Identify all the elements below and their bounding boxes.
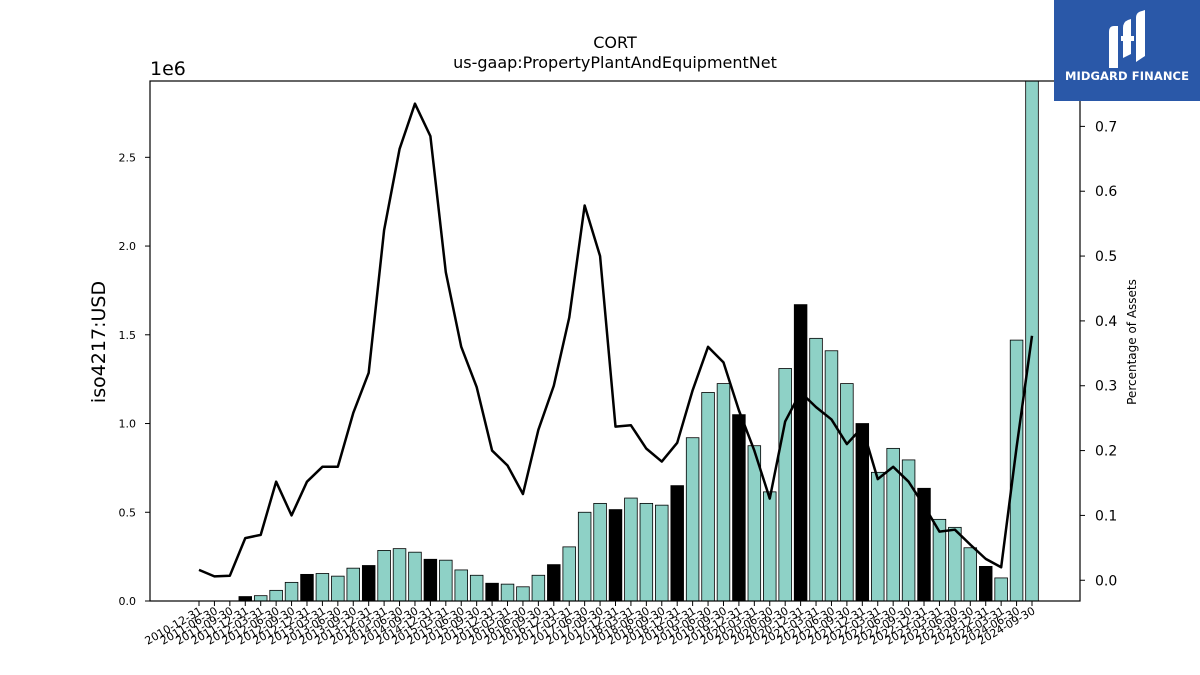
bar-2024-06-30 xyxy=(1009,339,1024,602)
bar-series xyxy=(238,80,1039,602)
bar-2011-12-31 xyxy=(238,596,252,602)
bar-2021-12-31 xyxy=(855,423,870,602)
midgard-logo-icon xyxy=(1109,10,1145,68)
logo-text: MIDGARD FINANCE xyxy=(1064,69,1190,83)
bar-2020-09-30 xyxy=(778,368,792,602)
bar-2023-09-30 xyxy=(963,547,978,602)
bar-2019-09-30 xyxy=(716,383,731,602)
bar-2014-12-31 xyxy=(423,558,438,602)
y-axis-right: 0.0 0.1 0.2 0.3 0.4 0.5 0.6 0.7 xyxy=(1080,119,1117,589)
y-tick-label: 0.5 xyxy=(119,506,137,519)
bar-2016-12-31 xyxy=(547,564,561,602)
bar-2019-06-30 xyxy=(701,392,715,602)
y-offset-label: 1e6 xyxy=(150,58,186,80)
bar-2012-09-30 xyxy=(284,581,299,602)
bar-2018-03-31 xyxy=(624,497,638,602)
bar-2021-03-31 xyxy=(809,337,823,602)
bar-2021-09-30 xyxy=(840,383,854,602)
y2-tick-label: 0.2 xyxy=(1095,444,1117,460)
bar-2014-06-30 xyxy=(392,548,407,602)
bar-2014-09-30 xyxy=(408,551,422,602)
bar-2020-03-31 xyxy=(747,445,762,602)
y2-tick-label: 0.1 xyxy=(1095,508,1117,524)
bar-2014-03-31 xyxy=(377,550,391,602)
y-tick-label: 0.0 xyxy=(119,595,137,608)
bar-2015-12-31 xyxy=(485,582,499,602)
bar-2018-09-30 xyxy=(655,504,669,602)
logo: MIDGARD FINANCE xyxy=(1054,0,1200,101)
bar-2015-06-30 xyxy=(454,569,468,602)
y2-tick-label: 0.3 xyxy=(1095,379,1117,395)
bar-2023-12-31 xyxy=(979,565,993,602)
bar-2016-09-30 xyxy=(531,574,546,602)
bar-2016-06-30 xyxy=(516,586,530,602)
bar-2013-03-31 xyxy=(315,573,330,602)
bar-2020-12-31 xyxy=(793,304,808,602)
bar-2024-03-31 xyxy=(994,577,1008,602)
bar-2022-03-31 xyxy=(871,471,885,602)
bar-2012-03-31 xyxy=(253,595,268,602)
y-tick-label: 2.5 xyxy=(119,151,137,164)
bar-2015-03-31 xyxy=(439,559,453,602)
bar-2021-06-30 xyxy=(824,350,839,602)
y-tick-label: 2.0 xyxy=(119,240,137,253)
bar-2013-09-30 xyxy=(346,567,360,602)
bar-2017-09-30 xyxy=(593,502,607,602)
bar-2020-06-30 xyxy=(763,491,777,602)
bar-2016-03-31 xyxy=(500,583,515,602)
y2-tick-label: 0.0 xyxy=(1095,573,1117,589)
y2-axis-label: Percentage of Assets xyxy=(1125,279,1139,405)
y-tick-label: 1.0 xyxy=(119,418,137,431)
y2-tick-label: 0.7 xyxy=(1095,119,1117,135)
y-tick-label: 1.5 xyxy=(119,329,137,342)
chart-title: CORT xyxy=(593,33,637,52)
y2-tick-label: 0.4 xyxy=(1095,314,1117,330)
x-axis: 2010-12-312011-06-302011-09-302011-12-31… xyxy=(143,601,1038,648)
bar-2018-06-30 xyxy=(639,502,654,602)
y2-tick-label: 0.6 xyxy=(1095,184,1117,200)
percentage-line xyxy=(198,102,1034,578)
bar-2019-03-31 xyxy=(685,437,700,602)
bar-2018-12-31 xyxy=(670,485,684,602)
bar-2017-12-31 xyxy=(608,509,623,602)
bar-2013-12-31 xyxy=(361,565,376,602)
bar-2012-12-31 xyxy=(300,573,314,602)
bar-2013-06-30 xyxy=(331,575,345,602)
bar-2012-06-30 xyxy=(269,589,283,602)
bar-2017-06-30 xyxy=(577,511,592,602)
chart-subtitle: us-gaap:PropertyPlantAndEquipmentNet xyxy=(453,53,777,72)
y-axis-left: 0.0 0.5 1.0 1.5 2.0 2.5 xyxy=(119,151,150,608)
bar-2023-06-30 xyxy=(948,526,962,602)
y-axis-label: iso4217:USD xyxy=(88,281,110,403)
bar-2015-09-30 xyxy=(469,574,484,602)
bar-2017-03-31 xyxy=(562,546,576,602)
bar-2019-12-31 xyxy=(732,414,746,602)
y2-tick-label: 0.5 xyxy=(1095,249,1117,265)
plot-frame xyxy=(149,80,1081,602)
